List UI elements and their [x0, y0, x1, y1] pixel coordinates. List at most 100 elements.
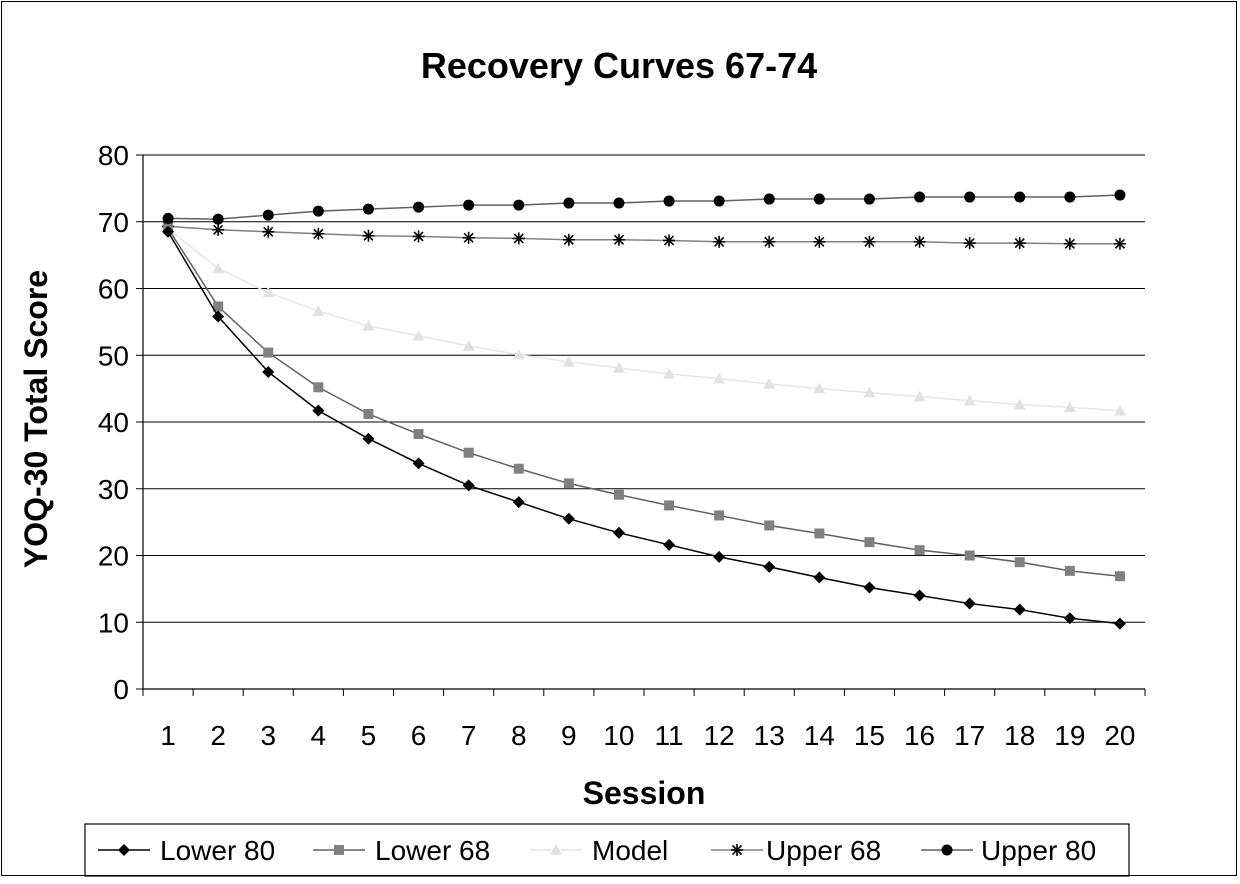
- y-tick-labels: 0 10 20 30 40 50 60 70 80: [98, 140, 129, 705]
- x-tick-label: 10: [603, 720, 634, 751]
- legend-label-lower-68: Lower 68: [375, 835, 490, 866]
- data-point-upper-80: [914, 191, 926, 203]
- legend-label-lower-80: Lower 80: [160, 835, 275, 866]
- legend-item-upper-68: Upper 68: [711, 835, 881, 866]
- data-point-model: [462, 339, 475, 351]
- data-point-lower-68: [313, 382, 324, 393]
- data-point-upper-68: [763, 235, 776, 248]
- data-point-lower-68: [1114, 571, 1125, 582]
- data-point-lower-68: [864, 537, 875, 548]
- series-line-lower-68: [167, 228, 1121, 577]
- legend-item-lower-80: Lower 80: [98, 835, 275, 866]
- data-point-lower-68: [714, 510, 725, 521]
- data-point-lower-80: [713, 550, 726, 563]
- data-point-model: [362, 319, 375, 331]
- data-point-upper-80: [863, 193, 875, 205]
- gridlines: [136, 154, 1145, 690]
- data-point-model: [713, 372, 726, 384]
- data-point-model: [212, 262, 225, 274]
- x-tick-label: 4: [311, 720, 327, 751]
- data-point-lower-68: [964, 550, 975, 561]
- data-point-model: [312, 305, 325, 316]
- x-tick-label: 15: [854, 720, 885, 751]
- x-tick-label: 3: [260, 720, 276, 751]
- data-point-upper-68: [262, 225, 275, 238]
- y-tick-label: 0: [113, 674, 129, 705]
- data-point-lower-68: [563, 478, 574, 489]
- data-point-upper-80: [463, 199, 475, 211]
- data-point-lower-68: [814, 528, 825, 539]
- axes: [142, 155, 1146, 696]
- data-point-upper-68: [462, 231, 475, 244]
- data-point-upper-68: [713, 235, 726, 248]
- data-point-upper-80: [162, 212, 174, 224]
- data-point-upper-80: [513, 199, 525, 211]
- data-point-lower-68: [513, 463, 524, 474]
- x-tick-label: 6: [411, 720, 427, 751]
- data-point-lower-80: [1013, 603, 1026, 616]
- data-point-upper-80: [663, 195, 675, 207]
- series-line-lower-80: [167, 231, 1121, 625]
- series-line-upper-80: [168, 194, 1120, 220]
- y-tick-label: 70: [98, 207, 129, 238]
- data-point-lower-68: [1064, 565, 1075, 576]
- legend-marker-lower-68: [334, 845, 344, 855]
- x-tick-label: 11: [655, 720, 684, 751]
- x-tick-label: 5: [361, 720, 377, 751]
- legend-label-upper-68: Upper 68: [766, 835, 881, 866]
- data-point-lower-80: [763, 560, 776, 573]
- data-point-lower-80: [1063, 612, 1076, 625]
- data-point-upper-80: [1114, 189, 1126, 201]
- data-point-upper-68: [1113, 237, 1126, 250]
- data-point-lower-80: [863, 581, 876, 594]
- data-point-lower-68: [764, 520, 775, 531]
- data-point-lower-80: [1113, 617, 1126, 630]
- x-tick-labels: 1 2 3 4 5 6 7 8 9 10 11 12 13 14 15 16 17 18 19 20: [160, 720, 1135, 751]
- y-tick-label: 60: [98, 274, 129, 305]
- legend-item-lower-68: Lower 68: [313, 835, 490, 866]
- y-tick-label: 80: [98, 140, 129, 171]
- x-tick-label: 20: [1104, 720, 1135, 751]
- data-point-model: [1063, 401, 1076, 413]
- data-point-upper-68: [913, 235, 926, 248]
- data-point-upper-80: [1014, 191, 1026, 203]
- data-point-upper-68: [1063, 237, 1076, 250]
- data-point-upper-68: [663, 234, 676, 247]
- data-point-lower-68: [613, 489, 624, 500]
- data-point-upper-68: [312, 227, 325, 240]
- x-tick-label: 8: [511, 720, 527, 751]
- series-line-upper-68: [168, 225, 1120, 245]
- y-tick-label: 20: [98, 541, 129, 572]
- legend-label-upper-80: Upper 80: [981, 835, 1096, 866]
- chart-title: Recovery Curves 67-74: [421, 45, 817, 86]
- data-point-upper-80: [262, 209, 274, 221]
- data-point-lower-80: [262, 365, 275, 378]
- data-point-upper-68: [813, 235, 826, 248]
- data-point-upper-80: [763, 193, 775, 205]
- data-point-lower-80: [663, 538, 676, 551]
- data-point-model: [1013, 398, 1026, 410]
- data-point-upper-80: [362, 203, 374, 215]
- data-point-upper-68: [562, 233, 575, 246]
- data-point-model: [562, 355, 575, 367]
- legend-marker-upper-68: [731, 844, 743, 856]
- data-point-upper-80: [413, 201, 425, 213]
- x-tick-label: 14: [804, 720, 835, 751]
- data-point-lower-80: [162, 225, 175, 238]
- data-point-upper-68: [412, 230, 425, 243]
- data-point-upper-80: [1064, 191, 1076, 203]
- data-point-upper-68: [512, 232, 525, 245]
- data-point-lower-68: [664, 500, 675, 511]
- data-point-lower-80: [462, 479, 475, 492]
- data-point-lower-80: [813, 571, 826, 584]
- data-point-lower-68: [1014, 557, 1025, 568]
- data-point-upper-80: [713, 195, 725, 207]
- legend-item-model: Model: [530, 835, 668, 866]
- data-point-model: [813, 382, 826, 394]
- data-point-model: [913, 390, 926, 402]
- series-lower-80: [162, 225, 1126, 630]
- data-point-upper-68: [212, 223, 225, 236]
- data-point-lower-68: [263, 347, 274, 358]
- data-point-upper-68: [612, 233, 625, 246]
